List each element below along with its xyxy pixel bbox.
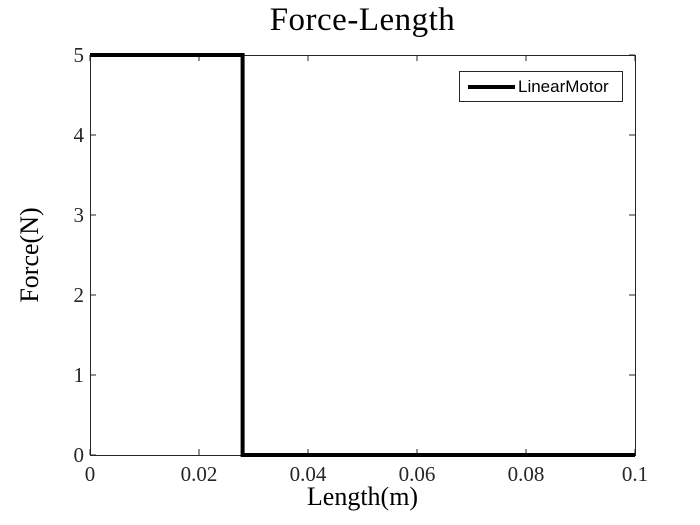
x-axis-label: Length(m): [306, 482, 419, 511]
y-tick-label: 1: [73, 363, 85, 387]
y-tick-label: 2: [73, 283, 85, 307]
x-tick-label: 0.1: [621, 462, 649, 486]
plot-box: [90, 55, 636, 456]
x-tick-label: 0.08: [507, 462, 545, 486]
y-tick-label: 4: [73, 123, 85, 147]
y-tick-label: 3: [73, 203, 85, 227]
y-tick-label: 0: [73, 443, 85, 467]
legend: LinearMotor: [459, 71, 623, 102]
x-tick-label: 0.04: [289, 462, 327, 486]
y-tick-label: 5: [73, 43, 85, 67]
data-line-LinearMotor: [90, 53, 635, 457]
legend-entry-label: LinearMotor: [518, 76, 609, 96]
x-tick-label: 0.06: [398, 462, 436, 486]
y-axis-label: Force(N): [15, 207, 44, 303]
chart-title: Force-Length: [269, 2, 456, 38]
x-tick-label: 0: [84, 462, 96, 486]
x-tick-label: 0.02: [180, 462, 218, 486]
legend-line-sample: [468, 84, 515, 89]
